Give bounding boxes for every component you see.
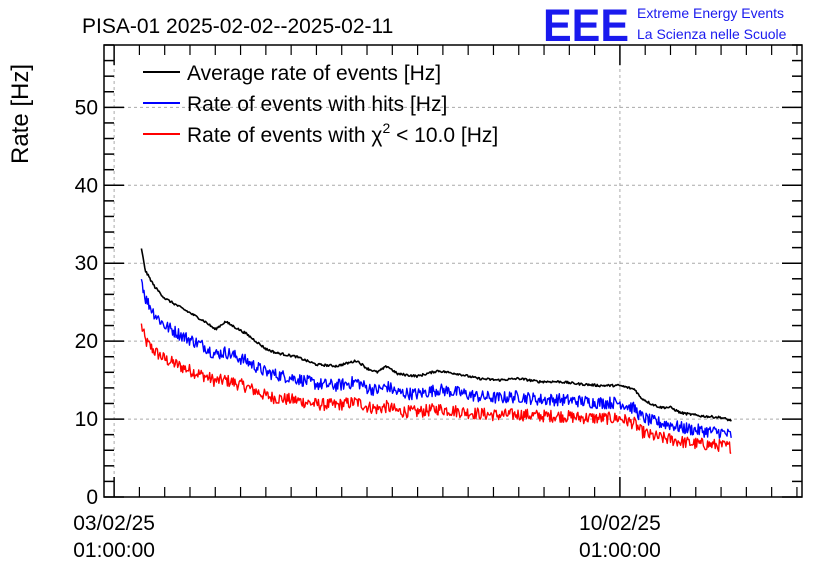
legend-label-chi2: Rate of events with χ2 < 10.0 [Hz] (187, 120, 498, 147)
eee-logo-mark: EEE (543, 0, 629, 51)
grid-lines (104, 45, 802, 497)
series-line-hits (140, 278, 732, 439)
series-group (140, 248, 732, 454)
y-tick-label: 10 (75, 408, 98, 431)
logo-line-2: La Scienza nelle Scuole (637, 26, 787, 42)
plot-frame (103, 44, 803, 498)
axis-tick-labels: 0 10 20 30 40 50 03/02/25 01:00:00 10/02/25 01:00… (73, 96, 661, 562)
x-tick-label-date: 03/02/25 (73, 512, 155, 535)
axis-ticks (104, 44, 802, 498)
y-tick-label: 30 (75, 252, 98, 275)
series-line-average (140, 248, 732, 422)
legend-entry-average: Average rate of events [Hz] (143, 62, 441, 85)
legend-label-hits: Rate of events with hits [Hz] (187, 93, 447, 116)
legend-label-chi2-tail: < 10.0 [Hz] (390, 124, 498, 147)
y-tick-label: 20 (75, 330, 98, 353)
legend: Average rate of events [Hz] Rate of even… (143, 62, 498, 147)
logo-line-1: Extreme Energy Events (637, 5, 784, 21)
x-tick-label-time: 01:00:00 (579, 539, 661, 562)
legend-label-average: Average rate of events [Hz] (187, 62, 441, 85)
x-tick-label-date: 10/02/25 (579, 512, 661, 535)
y-axis-label: Rate [Hz] (7, 64, 34, 164)
x-tick-label-time: 01:00:00 (73, 539, 155, 562)
legend-entry-hits: Rate of events with hits [Hz] (143, 93, 447, 116)
legend-label-chi2-sup: 2 (382, 120, 390, 136)
y-tick-label: 0 (86, 486, 98, 509)
y-tick-label: 50 (75, 96, 98, 119)
y-tick-label: 40 (75, 174, 98, 197)
series-line-chi2 (140, 323, 732, 454)
legend-entry-chi2: Rate of events with χ2 < 10.0 [Hz] (143, 120, 498, 147)
legend-label-chi2-main: Rate of events with χ (187, 124, 382, 147)
chart-title: PISA-01 2025-02-02--2025-02-11 (82, 15, 393, 38)
